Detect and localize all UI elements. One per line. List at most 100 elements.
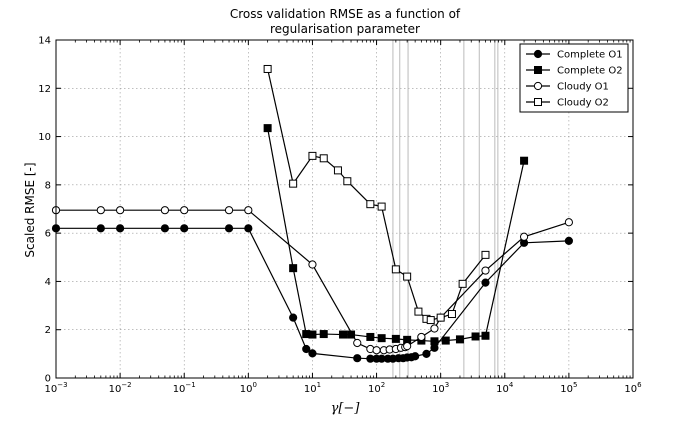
data-point bbox=[481, 278, 490, 287]
data-point bbox=[116, 224, 125, 233]
x-tick-label: 10−1 bbox=[173, 381, 196, 395]
data-point bbox=[391, 265, 400, 274]
legend-item: Complete O2 bbox=[526, 66, 623, 77]
data-point bbox=[426, 316, 435, 325]
data-point bbox=[160, 224, 170, 233]
series-cloudy-o1 bbox=[51, 206, 573, 355]
data-point bbox=[289, 313, 298, 322]
legend-marker bbox=[534, 66, 542, 74]
y-tick-label: 4 bbox=[45, 277, 51, 288]
data-point bbox=[455, 335, 464, 344]
data-point bbox=[411, 352, 420, 361]
data-point bbox=[353, 338, 362, 348]
data-point bbox=[447, 310, 456, 319]
data-point bbox=[289, 264, 298, 273]
data-point bbox=[520, 156, 529, 165]
data-point bbox=[116, 206, 125, 215]
legend-label: Cloudy O2 bbox=[557, 98, 609, 109]
data-point bbox=[441, 336, 450, 345]
data-point bbox=[422, 349, 431, 358]
legend-label: Cloudy O1 bbox=[557, 82, 609, 93]
data-point bbox=[391, 334, 400, 343]
data-point bbox=[319, 330, 328, 339]
data-point bbox=[430, 337, 439, 346]
data-point bbox=[333, 166, 342, 175]
data-point bbox=[302, 344, 311, 354]
legend-label: Complete O1 bbox=[557, 50, 623, 61]
legend: Complete O1 Complete O2 Cloudy O1 Cloudy O2 bbox=[519, 43, 629, 113]
data-point bbox=[372, 346, 381, 355]
data-point bbox=[414, 307, 423, 316]
x-tick-label: 102 bbox=[368, 381, 385, 395]
data-point bbox=[180, 224, 189, 233]
data-point bbox=[339, 330, 348, 339]
series-cloudy-o2 bbox=[263, 64, 490, 325]
y-tick-label: 14 bbox=[38, 36, 51, 47]
data-point bbox=[481, 331, 490, 340]
data-point bbox=[436, 313, 445, 322]
legend-label: Complete O2 bbox=[557, 66, 623, 77]
data-point bbox=[366, 332, 375, 341]
data-point bbox=[319, 154, 328, 163]
x-axis-label: γ[−] bbox=[331, 401, 361, 416]
y-tick-label: 8 bbox=[45, 180, 51, 191]
data-point bbox=[244, 224, 253, 233]
legend-item: Cloudy O2 bbox=[526, 98, 609, 109]
legend-marker bbox=[533, 81, 543, 91]
x-tick-label: 101 bbox=[304, 381, 321, 395]
data-point bbox=[430, 324, 439, 333]
chart-title-line2: regularisation parameter bbox=[270, 22, 420, 36]
data-point bbox=[289, 179, 298, 188]
data-point bbox=[481, 266, 490, 275]
x-tick-label: 106 bbox=[624, 381, 642, 395]
x-tick-label: 10−3 bbox=[44, 381, 67, 395]
data-point bbox=[180, 206, 189, 215]
legend-marker bbox=[534, 98, 542, 106]
x-tick-label: 104 bbox=[496, 381, 514, 395]
data-point bbox=[377, 202, 386, 211]
x-tick-label: 103 bbox=[432, 381, 449, 395]
data-point bbox=[417, 332, 426, 342]
y-tick-label: 10 bbox=[38, 132, 51, 143]
y-tick-label: 0 bbox=[45, 374, 51, 385]
chart-title: Cross validation RMSE as a function of bbox=[230, 7, 461, 21]
data-point bbox=[308, 260, 317, 269]
data-point bbox=[96, 206, 105, 215]
data-point bbox=[564, 236, 573, 245]
x-tick-label: 100 bbox=[240, 381, 257, 395]
data-point bbox=[353, 354, 362, 363]
y-tick-label: 2 bbox=[45, 325, 51, 336]
data-point bbox=[224, 206, 234, 215]
y-axis-label: Scaled RMSE [-] bbox=[23, 162, 37, 257]
data-point bbox=[403, 342, 412, 351]
data-point bbox=[160, 206, 170, 215]
data-point bbox=[403, 272, 412, 281]
data-point bbox=[263, 124, 272, 133]
data-point bbox=[366, 200, 375, 209]
plot-frame bbox=[55, 39, 634, 379]
legend-marker bbox=[533, 49, 543, 59]
data-point bbox=[458, 279, 467, 288]
data-point bbox=[481, 250, 490, 259]
data-point bbox=[564, 218, 573, 227]
data-point bbox=[308, 330, 317, 339]
series-complete-o1 bbox=[51, 224, 573, 363]
data-point bbox=[224, 224, 234, 233]
x-tick-label: 105 bbox=[560, 381, 577, 395]
data-point bbox=[96, 224, 105, 233]
legend-item: Cloudy O1 bbox=[526, 82, 609, 93]
y-tick-label: 12 bbox=[38, 84, 51, 95]
axes-layer: 10−3 10−2 10−1 100 101 102 103 104 105 106 0 2 4 6 8 10… bbox=[38, 36, 642, 396]
vertical-lines-layer bbox=[392, 40, 499, 378]
legend-item: Complete O1 bbox=[526, 50, 623, 61]
data-point bbox=[263, 64, 272, 73]
x-tick-label: 10−2 bbox=[109, 381, 132, 395]
data-point bbox=[343, 177, 352, 186]
y-tick-label: 6 bbox=[45, 229, 51, 240]
data-point bbox=[308, 349, 317, 358]
data-point bbox=[471, 332, 480, 341]
data-point bbox=[377, 334, 386, 343]
series-layer bbox=[51, 64, 573, 363]
data-point bbox=[519, 232, 529, 241]
